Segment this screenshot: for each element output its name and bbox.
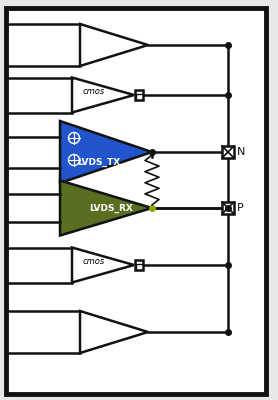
Text: N: N — [237, 147, 245, 157]
Bar — [222, 146, 234, 158]
Bar — [135, 90, 143, 100]
Polygon shape — [80, 311, 148, 353]
Bar — [135, 260, 143, 270]
Polygon shape — [60, 180, 152, 236]
Text: cmos: cmos — [83, 258, 105, 266]
Polygon shape — [60, 121, 152, 183]
Text: P: P — [237, 203, 244, 213]
Polygon shape — [72, 78, 134, 112]
Polygon shape — [72, 248, 134, 282]
Bar — [222, 202, 234, 214]
Text: cmos: cmos — [83, 88, 105, 96]
Text: LVDS_RX: LVDS_RX — [89, 204, 133, 212]
Text: LVDS_TX: LVDS_TX — [77, 158, 120, 166]
Polygon shape — [80, 24, 148, 66]
